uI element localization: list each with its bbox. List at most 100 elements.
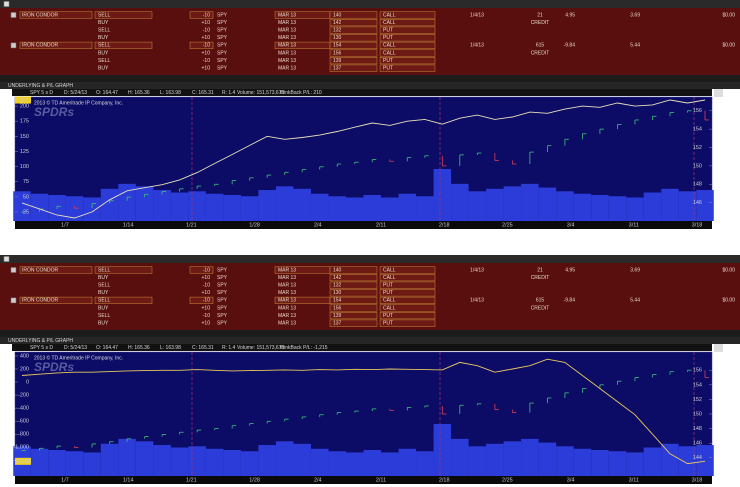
zoom-button[interactable] (714, 344, 723, 352)
table-cell: SPY (217, 43, 228, 49)
input-box[interactable] (379, 274, 436, 282)
input-box[interactable] (329, 26, 378, 34)
input-box[interactable] (379, 64, 436, 72)
input-box[interactable] (19, 11, 93, 19)
volume-bar (556, 446, 574, 476)
info-item: SPY 5 s D (30, 90, 53, 96)
volume-bar (451, 183, 469, 221)
table-cell: -10 (203, 43, 210, 49)
input-box[interactable] (329, 11, 378, 19)
table-cell: -10 (203, 313, 210, 319)
input-box[interactable] (94, 266, 153, 274)
volume-bar (223, 450, 241, 476)
input-box[interactable] (19, 266, 93, 274)
input-box[interactable] (379, 281, 436, 289)
checkbox[interactable] (10, 12, 17, 18)
input-box[interactable] (379, 312, 436, 320)
input-box[interactable] (379, 19, 436, 27)
input-box[interactable] (379, 319, 436, 327)
input-box[interactable] (379, 57, 436, 65)
input-box[interactable] (329, 312, 378, 320)
x-tick-label: 2/4 (314, 477, 322, 483)
table-cell: MAR 13 (278, 275, 296, 281)
info-item: H: 165.36 (128, 345, 150, 351)
volume-bar (398, 193, 417, 221)
zoom-button[interactable] (714, 89, 723, 97)
table-cell: PUT (383, 321, 393, 327)
input-box[interactable] (329, 319, 378, 327)
input-box[interactable] (19, 296, 93, 304)
info-item: R: 1.4 (222, 345, 236, 351)
info-item: C: 165.31 (192, 345, 214, 351)
y2-tick-label: 144 (693, 455, 702, 461)
input-box[interactable] (329, 266, 378, 274)
input-box[interactable] (329, 304, 378, 312)
table-cell: 154 (333, 43, 342, 49)
info-item: Volume: 151,573,670 (237, 345, 284, 351)
table-cell: 21 (537, 12, 543, 18)
input-box[interactable] (329, 296, 378, 304)
volume-bar (345, 452, 364, 476)
table-cell: +10 (202, 305, 211, 311)
x-tick-label: 1/28 (249, 222, 260, 228)
table-cell: -10 (203, 267, 210, 273)
checkbox[interactable] (10, 267, 17, 273)
input-box[interactable] (329, 64, 378, 72)
input-box[interactable] (329, 19, 378, 27)
input-box[interactable] (329, 289, 378, 297)
input-box[interactable] (379, 304, 436, 312)
input-box[interactable] (189, 11, 214, 19)
input-box[interactable] (379, 49, 436, 57)
panel: IRON CONDOR SELL -10 SPY MAR 13 140 CALL 1/4/13… (0, 0, 740, 229)
input-box[interactable] (379, 34, 436, 42)
input-box[interactable] (94, 11, 153, 19)
volume-bar (100, 188, 119, 221)
checkbox[interactable] (3, 256, 10, 262)
input-box[interactable] (189, 41, 214, 49)
x-tick-label: 2/4 (314, 222, 322, 228)
volume-bar (451, 438, 469, 476)
table-cell: SELL (98, 12, 110, 18)
input-box[interactable] (329, 41, 378, 49)
input-box[interactable] (379, 11, 436, 19)
input-box[interactable] (379, 41, 436, 49)
input-box[interactable] (379, 266, 436, 274)
checkbox[interactable] (10, 42, 17, 49)
input-box[interactable] (189, 296, 214, 304)
input-box[interactable] (329, 34, 378, 42)
table-cell: CALL (383, 275, 396, 281)
y2-tick-label: 146 (693, 441, 702, 447)
checkbox[interactable] (3, 1, 10, 7)
table-cell: 3.69 (630, 267, 640, 273)
toolbar (0, 0, 740, 8)
table-cell: CREDIT (531, 275, 550, 281)
volume-bar (538, 442, 557, 476)
input-box[interactable] (329, 57, 378, 65)
y2-tick-label: 156 (693, 368, 702, 374)
input-box[interactable] (94, 296, 153, 304)
info-item: O: 164.47 (96, 90, 118, 96)
input-box[interactable] (19, 41, 93, 49)
input-box[interactable] (94, 41, 153, 49)
x-tick-label: 2/25 (502, 222, 513, 228)
input-box[interactable] (329, 49, 378, 57)
volume-bar (468, 191, 487, 221)
info-item: H: 165.36 (128, 90, 150, 96)
input-box[interactable] (189, 266, 214, 274)
table-cell: CALL (383, 305, 396, 311)
volume-bar (363, 195, 382, 221)
input-box[interactable] (329, 281, 378, 289)
x-tick-label: 2/18 (439, 222, 450, 228)
volume-bar (696, 190, 714, 221)
input-box[interactable] (379, 296, 436, 304)
table-cell: MAR 13 (278, 267, 296, 273)
checkbox[interactable] (10, 297, 17, 304)
table-cell: SPY (217, 12, 228, 18)
info-item: L: 163.98 (160, 345, 181, 351)
table-cell: SELL (98, 298, 110, 304)
watermark: SPDRs (34, 360, 74, 374)
input-box[interactable] (329, 274, 378, 282)
volume-bar (661, 443, 679, 476)
input-box[interactable] (379, 26, 436, 34)
input-box[interactable] (379, 289, 436, 297)
